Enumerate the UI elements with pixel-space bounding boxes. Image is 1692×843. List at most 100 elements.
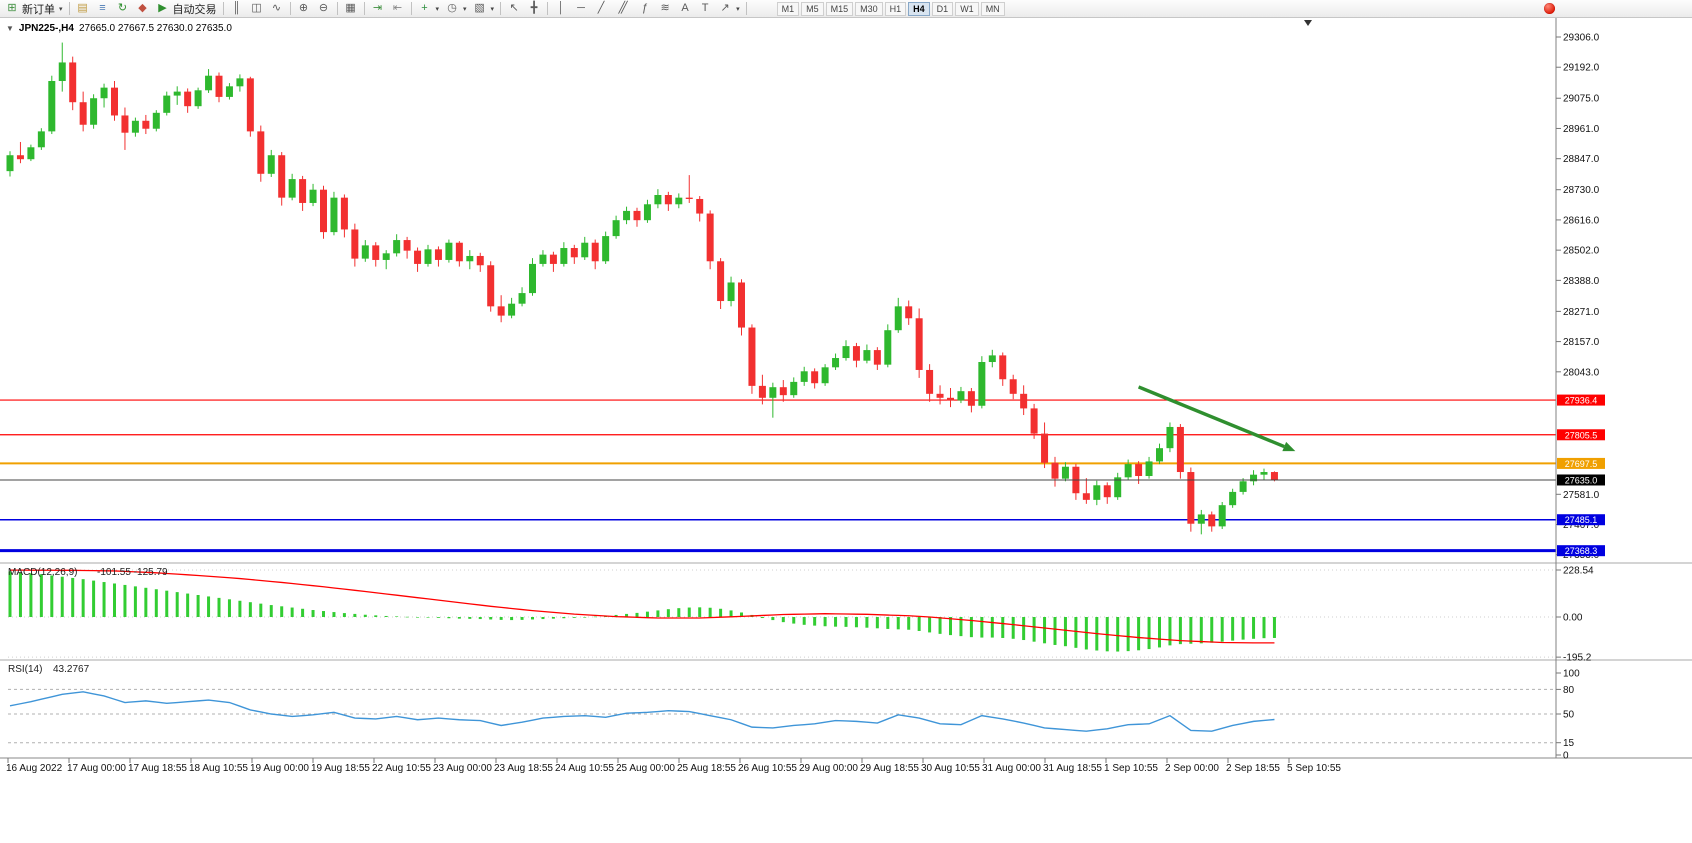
autotrading-button[interactable]: ▶ 自动交易 — [153, 1, 220, 16]
timeframe-m1-button[interactable]: M1 — [776, 1, 800, 16]
trendline-button[interactable]: ╱ — [591, 1, 611, 16]
macd-indicator-values: -101.55 -125.79 — [97, 567, 168, 578]
refresh-button[interactable]: ↻ — [113, 1, 133, 16]
line-chart-button[interactable]: ∿ — [267, 1, 287, 16]
chart-shift-marker[interactable] — [1304, 20, 1312, 26]
candle — [278, 155, 286, 198]
candle — [288, 179, 296, 198]
timeframe-d1-button[interactable]: D1 — [931, 1, 954, 16]
auto-scroll-button[interactable]: ⇥ — [368, 1, 388, 16]
macd-histogram-bar — [468, 617, 472, 619]
macd-histogram-bar — [478, 617, 482, 620]
chart-shift-button[interactable]: ⇤ — [388, 1, 408, 16]
periods-icon: ◷ — [447, 2, 457, 14]
timeframe-w1-button[interactable]: W1 — [955, 1, 979, 16]
candle — [330, 197, 338, 233]
text-label-icon: T — [701, 2, 709, 14]
equidistant-channel-button[interactable]: ╱╱ — [611, 1, 635, 16]
candle — [1030, 408, 1038, 434]
candle — [1124, 464, 1132, 478]
zoom-out-button[interactable]: ⊖ — [314, 1, 334, 16]
timeframe-m5-button[interactable]: M5 — [801, 1, 824, 16]
macd-histogram-bar — [342, 613, 346, 617]
macd-scale-label: -195.2 — [1563, 653, 1592, 664]
price-axis-label: 28616.0 — [1563, 215, 1600, 226]
candlestick-chart-button[interactable]: ◫ — [247, 1, 267, 16]
candle — [852, 346, 860, 361]
market-watch-button[interactable]: ▤ — [73, 1, 93, 16]
macd-histogram-bar — [1032, 617, 1036, 642]
candle — [1145, 461, 1153, 477]
time-axis-label: 25 Aug 00:00 — [616, 763, 675, 774]
new-order-button[interactable]: ⊞ 新订单 ▾ — [2, 1, 66, 16]
caret-down-icon: ▾ — [490, 5, 495, 13]
macd-histogram-bar — [29, 573, 33, 617]
fibonacci-button[interactable]: ƒ — [635, 1, 655, 16]
price-badge — [1557, 429, 1605, 441]
shapes-icon: ≋ — [660, 2, 670, 14]
macd-histogram-bar — [687, 607, 691, 617]
macd-indicator-label: MACD(12,26,9) — [8, 567, 77, 578]
price-axis-label: 28502.0 — [1563, 246, 1600, 257]
time-axis-label: 26 Aug 10:55 — [738, 763, 797, 774]
navigator-button[interactable]: ◆ — [133, 1, 153, 16]
vertical-line-button[interactable]: │ — [551, 1, 571, 16]
cursor-button[interactable]: ↖ — [504, 1, 524, 16]
timeframe-h4-button[interactable]: H4 — [908, 1, 930, 16]
timeframe-m15-button[interactable]: M15 — [825, 1, 854, 16]
macd-histogram-bar — [1116, 617, 1120, 652]
macd-histogram-bar — [834, 617, 838, 627]
autotrading-label: 自动交易 — [172, 3, 217, 16]
candle — [163, 95, 171, 113]
candle — [1218, 505, 1226, 527]
candle — [560, 248, 568, 264]
candle — [581, 242, 589, 258]
zoom-in-icon: ⊕ — [298, 2, 309, 14]
periods-button[interactable]: ◷ ▾ — [442, 1, 470, 16]
crosshair-button[interactable]: ╋ — [524, 1, 544, 16]
timeframe-m30-button[interactable]: M30 — [855, 1, 883, 16]
rsi-scale-label: 0 — [1563, 751, 1569, 762]
shapes-button[interactable]: ≋ — [655, 1, 675, 16]
bar-chart-button[interactable]: ║ — [227, 1, 247, 16]
candle — [445, 242, 453, 260]
rsi-scale-label: 50 — [1563, 710, 1575, 721]
trend-arrow-line[interactable] — [1137, 385, 1285, 449]
text-label-button[interactable]: T — [695, 1, 715, 16]
zoom-in-button[interactable]: ⊕ — [294, 1, 314, 16]
macd-histogram-bar — [531, 617, 534, 620]
indicators-button[interactable]: + ▾ — [415, 1, 443, 16]
candle — [675, 197, 683, 205]
macd-histogram-bar — [928, 617, 932, 633]
candle — [69, 62, 77, 103]
timeframe-mn-button[interactable]: MN — [980, 1, 1005, 16]
price-axis-label: 27581.0 — [1563, 490, 1600, 501]
data-window-button[interactable]: ≡ — [93, 1, 113, 16]
candle — [1270, 472, 1278, 480]
macd-histogram-bar — [844, 617, 848, 627]
alert-dot-icon[interactable] — [1544, 3, 1555, 14]
candlestick-chart-icon: ◫ — [251, 2, 262, 14]
time-axis-label: 5 Sep 10:55 — [1287, 763, 1341, 774]
price-axis-label: 28271.0 — [1563, 307, 1600, 318]
templates-button[interactable]: ▧ ▾ — [470, 1, 498, 16]
macd-histogram-bar — [227, 599, 231, 617]
macd-scale-label: 0.00 — [1563, 613, 1583, 624]
text-button[interactable]: A — [675, 1, 695, 16]
macd-scale-label: 228.54 — [1563, 566, 1594, 577]
chart-canvas[interactable]: 29306.0 29192.0 29075.0 28961.0 28847.0 28730… — [0, 18, 1692, 843]
candle — [100, 87, 108, 99]
price-axis-label: 28388.0 — [1563, 276, 1600, 287]
tile-windows-button[interactable]: ▦ — [341, 1, 361, 16]
one-click-trading-toggle[interactable]: ▼ — [6, 24, 14, 33]
macd-histogram-bar — [938, 617, 942, 634]
arrows-button[interactable]: ↗ ▾ — [715, 1, 743, 16]
macd-histogram-bar — [886, 617, 890, 629]
time-axis-label: 17 Aug 00:00 — [67, 763, 126, 774]
candle — [424, 249, 432, 264]
toolbar: ⊞ 新订单 ▾ ▤ ≡ ↻ ◆ ▶ 自动交易 ║ ◫ ∿ ⊕ ⊖ ▦ ⇥ ⇤ + ▾ ◷ ▾ ▧ ▾ ↖ ╋ │ ─ ╱ ╱╱ ƒ ≋ A T ↗… — [0, 0, 1692, 18]
candle — [748, 327, 756, 386]
horizontal-line-button[interactable]: ─ — [571, 1, 591, 16]
timeframe-h1-button[interactable]: H1 — [884, 1, 907, 16]
candle — [936, 393, 944, 398]
